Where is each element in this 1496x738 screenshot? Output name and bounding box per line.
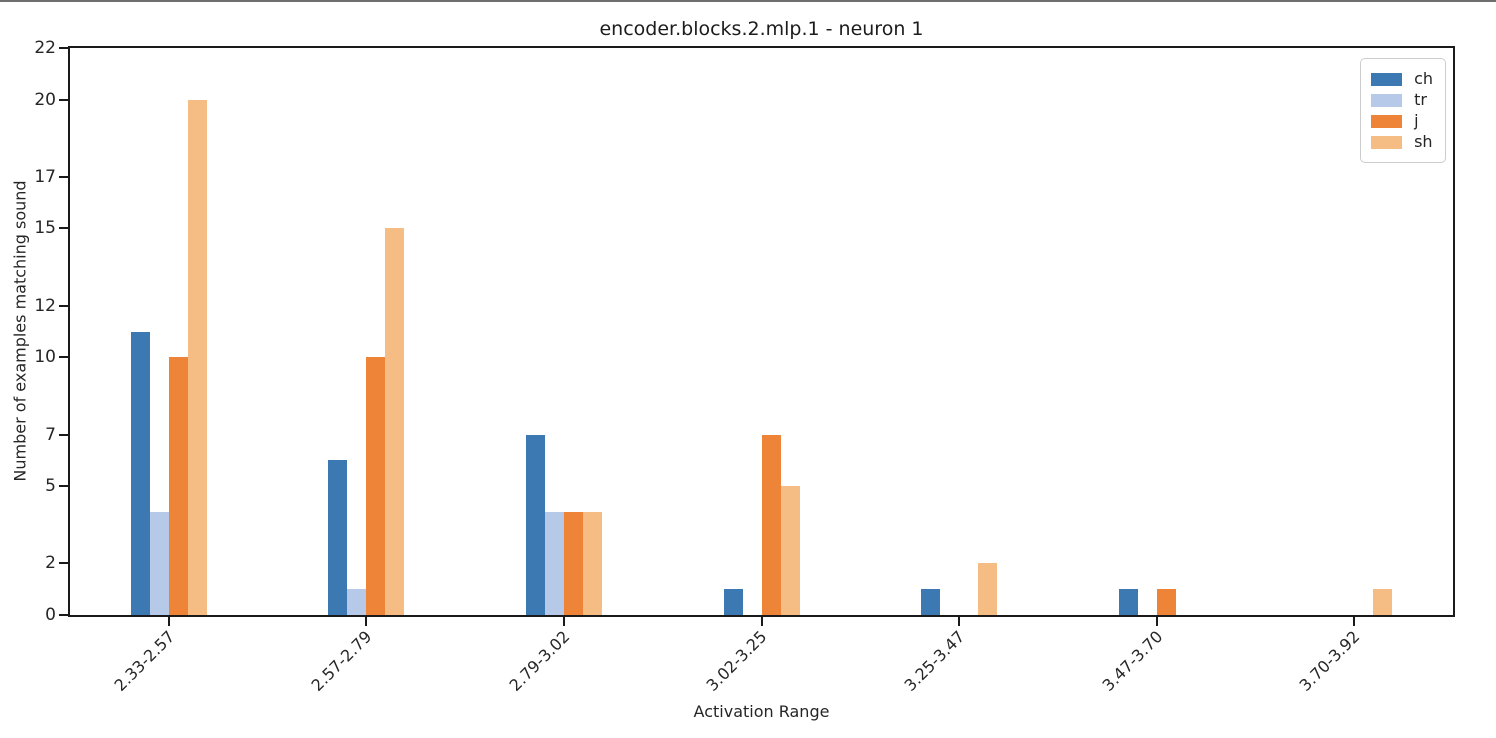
bar-sh (187, 99, 207, 615)
x-axis-label: Activation Range (693, 702, 830, 721)
x-tick-mark (760, 617, 763, 626)
bar-sh (978, 563, 998, 615)
bar-j (366, 357, 386, 615)
legend-row: sh (1371, 134, 1433, 150)
y-tick-label: 5 (45, 476, 56, 497)
y-tick-mark (59, 562, 68, 565)
y-tick-mark (59, 47, 68, 49)
y-axis-label: Number of examples matching sound (10, 180, 30, 482)
legend-swatch-j (1371, 114, 1403, 128)
y-tick-label: 17 (34, 166, 56, 187)
y-tick-label: 12 (34, 295, 56, 316)
legend-swatch-ch (1371, 72, 1403, 86)
plot-area: ch tr j sh 0 2 5 7 10 12 15 17 20 22 2.33-2.57 2.57-2.… (34, 38, 1455, 695)
y-tick-mark (59, 356, 68, 359)
bar-ch (1118, 589, 1138, 615)
bar-sh (385, 228, 405, 615)
y-tick-label: 22 (34, 38, 56, 58)
x-tick-label: 3.02-3.25 (703, 627, 771, 695)
bar-sh (780, 486, 800, 615)
legend-swatch-sh (1371, 135, 1403, 149)
bar-tr (149, 511, 169, 615)
legend-row: tr (1371, 92, 1433, 108)
legend-swatch-tr (1371, 93, 1403, 107)
legend-label: j (1414, 111, 1419, 130)
window-top-border (0, 0, 1496, 2)
bar-ch (525, 434, 545, 615)
y-tick-mark (59, 485, 68, 488)
bar-j (563, 511, 583, 615)
legend-label: ch (1414, 69, 1433, 88)
bar-ch (328, 460, 348, 615)
legend-label: sh (1414, 132, 1433, 151)
bar-j (1156, 589, 1176, 615)
y-tick-mark (59, 614, 68, 616)
y-tick-mark (59, 175, 68, 178)
x-tick-label: 3.25-3.47 (900, 627, 969, 695)
x-tick-label: 2.57-2.79 (307, 627, 376, 695)
y-tick-label: 15 (34, 218, 56, 239)
x-tick-mark (1353, 617, 1356, 626)
y-tick-label: 10 (34, 347, 56, 368)
x-tick-mark (562, 617, 565, 626)
x-tick-mark (167, 617, 170, 626)
y-tick-mark (59, 433, 68, 436)
y-tick-label: 7 (45, 424, 56, 445)
x-tick-label: 3.70-3.92 (1295, 627, 1364, 695)
x-tick-label: 3.47-3.70 (1098, 627, 1167, 695)
legend-row: j (1371, 113, 1433, 129)
bar-ch (130, 331, 150, 615)
chart-title: encoder.blocks.2.mlp.1 - neuron 1 (599, 18, 924, 40)
y-tick-mark (59, 227, 68, 230)
y-tick-label: 20 (34, 89, 56, 110)
x-tick-mark (958, 617, 961, 626)
legend: ch tr j sh (1360, 58, 1446, 163)
bar-j (761, 434, 781, 615)
bar-ch (921, 589, 941, 615)
x-tick-label: 2.79-3.02 (505, 627, 574, 695)
bar-ch (723, 589, 743, 615)
legend-row: ch (1371, 71, 1433, 87)
y-tick-mark (59, 304, 68, 307)
x-tick-mark (1155, 617, 1158, 626)
y-tick-mark (59, 98, 68, 101)
bar-j (168, 357, 188, 615)
legend-label: tr (1414, 90, 1427, 109)
x-tick-mark (365, 617, 368, 626)
bar-sh (1373, 589, 1393, 615)
bar-tr (347, 589, 367, 615)
y-tick-label: 2 (45, 553, 56, 574)
x-tick-label: 2.33-2.57 (110, 627, 179, 695)
bar-tr (544, 511, 564, 615)
y-tick-label: 0 (45, 605, 56, 625)
bar-sh (582, 511, 602, 615)
